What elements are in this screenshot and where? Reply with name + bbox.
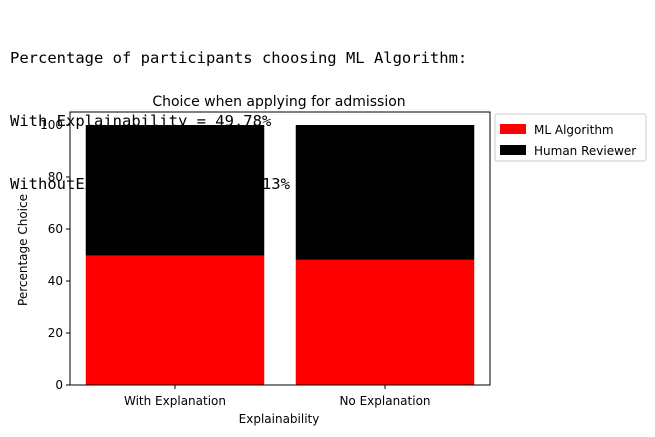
x-tick-label: With Explanation (124, 394, 226, 408)
y-axis: 0 20 40 60 80 100 (40, 118, 70, 392)
legend-label-human-reviewer: Human Reviewer (534, 144, 636, 158)
y-axis-label: Percentage Choice (16, 194, 30, 306)
y-tick-label: 20 (48, 326, 63, 340)
legend: ML Algorithm Human Reviewer (495, 114, 646, 161)
y-tick-label: 100 (40, 118, 63, 132)
y-tick-label: 0 (55, 378, 63, 392)
x-axis: With Explanation No Explanation (124, 385, 431, 408)
chart-title: Choice when applying for admission (152, 94, 405, 110)
bar-ml-algorithm-2 (296, 260, 475, 385)
x-tick-label: No Explanation (339, 394, 430, 408)
bar-ml-algorithm-1 (86, 256, 265, 385)
bar-human-reviewer-1 (86, 125, 265, 256)
legend-label-ml-algorithm: ML Algorithm (534, 123, 614, 137)
legend-swatch-human-reviewer (500, 145, 526, 155)
x-axis-label: Explainability (239, 412, 320, 426)
y-tick-label: 80 (48, 170, 63, 184)
y-tick-label: 40 (48, 274, 63, 288)
y-tick-label: 60 (48, 222, 63, 236)
bars-group (86, 125, 475, 385)
legend-swatch-ml-algorithm (500, 124, 526, 134)
bar-human-reviewer-2 (296, 125, 475, 260)
